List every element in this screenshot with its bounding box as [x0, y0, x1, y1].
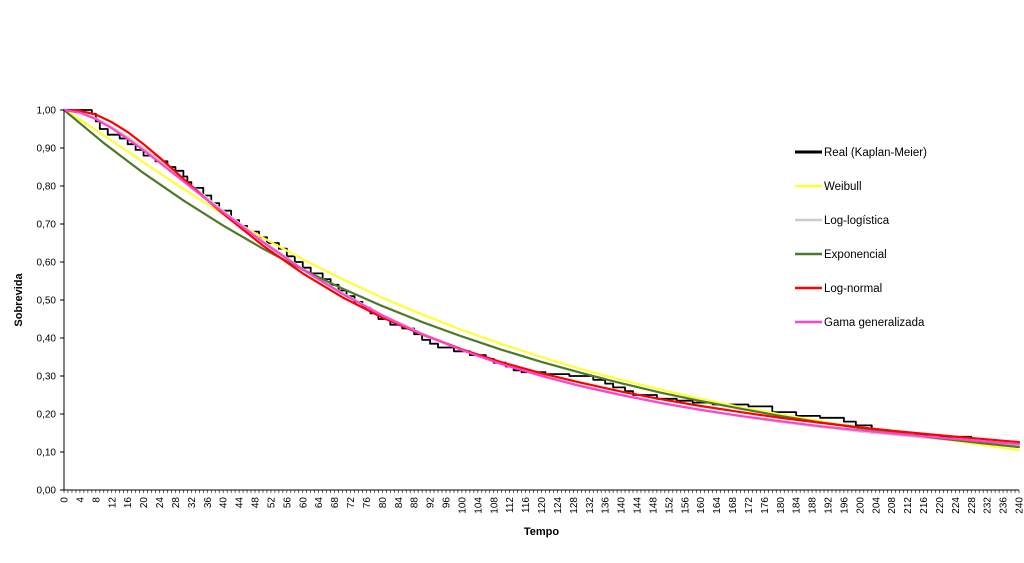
x-tick-label: 56: [282, 497, 293, 509]
legend-label-real-kaplan-meier: Real (Kaplan-Meier): [824, 147, 927, 159]
x-tick-label: 216: [919, 497, 930, 514]
series-real-kaplan-meier-line: [63, 109, 973, 438]
x-tick-label: 132: [585, 497, 596, 514]
x-tick-label: 16: [123, 497, 134, 509]
x-tick-label: 84: [394, 497, 405, 509]
x-tick-label: 96: [442, 497, 453, 509]
x-tick-label: 184: [792, 497, 803, 514]
x-tick-label: 204: [871, 497, 882, 514]
series-log-logistica-line: [62, 108, 1021, 447]
y-tick-label: 0,50: [37, 296, 57, 307]
y-tick-label: 1,00: [37, 106, 57, 117]
x-tick-label: 80: [378, 497, 389, 509]
x-tick-label: 208: [887, 497, 898, 514]
x-tick-label: 140: [617, 497, 628, 514]
x-tick-label: 188: [808, 497, 819, 514]
x-tick-label: 172: [744, 497, 755, 514]
x-tick-label: 68: [330, 497, 341, 509]
x-tick-label: 144: [633, 497, 644, 514]
x-tick-label: 228: [967, 497, 978, 514]
x-tick-label: 4: [75, 497, 86, 503]
x-tick-label: 120: [537, 497, 548, 514]
x-axis-title: Tempo: [524, 526, 560, 538]
y-tick-label: 0,10: [37, 448, 57, 459]
plot-area: [62, 108, 1021, 452]
x-tick-label: 32: [187, 497, 198, 509]
series-gama-generalizada-line: [62, 108, 1021, 446]
x-tick-label: 148: [648, 497, 659, 514]
x-tick-label: 100: [457, 497, 468, 514]
x-tick-label: 52: [266, 497, 277, 509]
x-tick-label: 40: [219, 497, 230, 509]
x-tick-label: 76: [362, 497, 373, 509]
axes: 0,00 0,10 0,20 0,30 0,40 0,50 0,60 0,70 0,80 0,90…: [37, 106, 1024, 514]
x-tick-label: 12: [107, 497, 118, 509]
legend-label-exponencial: Exponencial: [824, 249, 887, 261]
x-tick-label: 164: [712, 497, 723, 514]
x-tick-label: 220: [935, 497, 946, 514]
x-tick-label: 192: [824, 497, 835, 514]
x-tick-label: 128: [569, 497, 580, 514]
y-tick-label: 0,90: [37, 144, 57, 155]
y-tick-label: 0,60: [37, 258, 57, 269]
x-tick-label: 8: [91, 497, 102, 503]
x-tick-label: 24: [155, 497, 166, 509]
x-tick-label: 116: [521, 497, 532, 513]
x-tick-label: 180: [776, 497, 787, 514]
x-tick-label: 224: [951, 497, 962, 514]
y-tick-label: 0,00: [37, 486, 57, 497]
x-tick-label: 72: [346, 497, 357, 509]
legend: Real (Kaplan-Meier) Weibull Log-logística E…: [795, 147, 927, 329]
y-tick-label: 0,30: [37, 372, 57, 383]
x-tick-label: 20: [139, 497, 150, 509]
x-tick-label: 200: [855, 497, 866, 514]
legend-label-weibull: Weibull: [824, 181, 862, 193]
x-tick-label: 152: [664, 497, 675, 514]
y-tick-label: 0,70: [37, 220, 57, 231]
x-tick-label: 108: [489, 497, 500, 514]
x-tick-label: 232: [983, 497, 994, 514]
x-tick-label: 136: [601, 497, 612, 514]
x-tick-label: 240: [1015, 497, 1024, 514]
x-tick-label: 88: [410, 497, 421, 509]
x-tick-label: 112: [505, 497, 516, 513]
y-axis-title: Sobrevida: [13, 273, 25, 327]
series-weibull-line: [62, 108, 1021, 452]
x-tick-label: 168: [728, 497, 739, 514]
x-tick-label: 156: [680, 497, 691, 514]
series-log-normal-line: [62, 108, 1021, 444]
x-tick-label: 48: [251, 497, 262, 509]
x-tick-label: 44: [235, 497, 246, 509]
x-tick-label: 176: [760, 497, 771, 514]
x-tick-label: 64: [314, 497, 325, 509]
x-tick-label: 196: [839, 497, 850, 514]
x-tick-label: 124: [553, 497, 564, 514]
x-tick-label: 104: [473, 497, 484, 514]
x-tick-label: 0: [60, 497, 71, 503]
legend-label-log-logistica: Log-logística: [824, 215, 890, 227]
x-tick-label: 28: [171, 497, 182, 509]
legend-label-log-normal: Log-normal: [824, 283, 882, 295]
y-tick-label: 0,80: [37, 182, 57, 193]
x-tick-label: 36: [203, 497, 214, 509]
x-tick-label: 60: [298, 497, 309, 509]
y-tick-label: 0,40: [37, 334, 57, 345]
series-exponencial-line: [62, 108, 1021, 449]
x-tick-label: 92: [426, 497, 437, 509]
legend-label-gama-generalizada: Gama generalizada: [824, 317, 925, 329]
x-tick-label: 236: [999, 497, 1010, 514]
x-tick-label: 212: [903, 497, 914, 514]
y-tick-label: 0,20: [37, 410, 57, 421]
x-tick-label: 160: [696, 497, 707, 514]
